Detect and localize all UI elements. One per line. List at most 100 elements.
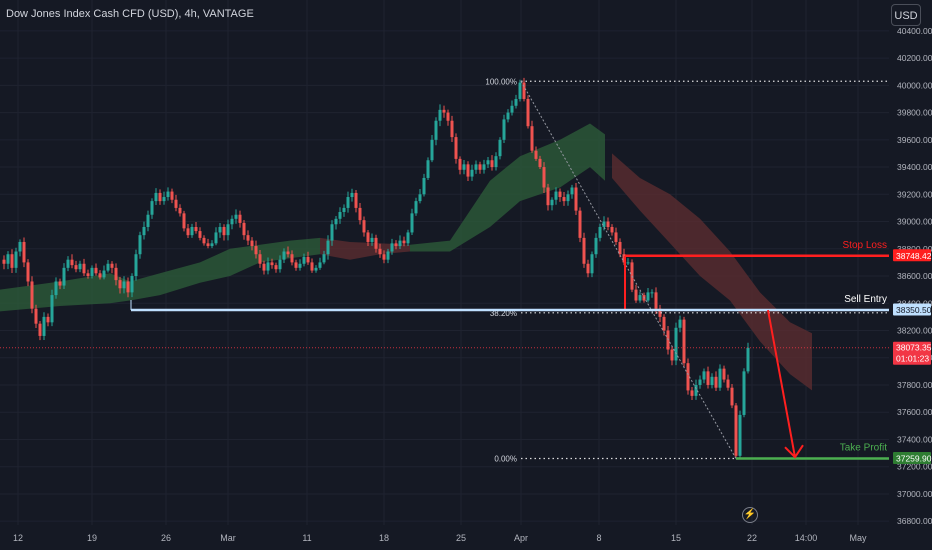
candle-body (490, 160, 494, 168)
candle-body (182, 213, 186, 229)
candle-body (470, 169, 474, 177)
sell-entry-price-badge-text: 38350.50 (896, 305, 932, 315)
candle-body (394, 243, 398, 247)
candle-body (442, 109, 446, 113)
candle-body (190, 226, 194, 236)
candle-body (710, 376, 714, 385)
x-tick-label: 12 (13, 533, 23, 543)
candle-body (698, 379, 702, 385)
candle-body (618, 241, 622, 255)
candle-body (206, 243, 210, 247)
candle-body (398, 240, 402, 247)
candle-body (54, 281, 58, 296)
x-tick-label: 26 (161, 533, 171, 543)
candle-body (34, 308, 38, 324)
candle-body (50, 295, 54, 323)
candle-body (378, 248, 382, 255)
candle-body (58, 281, 62, 286)
candle-body (186, 228, 190, 236)
y-tick-label: 37000.00 (897, 489, 932, 499)
candle-body (446, 112, 450, 121)
candle-body (426, 160, 430, 178)
candle-body (214, 232, 218, 244)
candle-body (466, 164, 470, 177)
y-tick-label: 39200.00 (897, 189, 932, 199)
candle-body (746, 347, 750, 372)
candle-body (290, 254, 294, 263)
current-price-badge (893, 341, 931, 365)
candle-body (142, 226, 146, 236)
candle-body (546, 187, 550, 206)
candle-body (62, 267, 66, 286)
candle-body (678, 319, 682, 328)
candle-body (310, 262, 314, 271)
candle-body (570, 187, 574, 195)
y-tick-label: 37600.00 (897, 407, 932, 417)
candle-body (22, 241, 26, 263)
candle-body (474, 164, 478, 170)
candle-body (358, 207, 362, 221)
x-tick-label: Apr (514, 533, 528, 543)
candle-body (150, 201, 154, 215)
sell-entry-label: Sell Entry (844, 294, 887, 305)
candle-body (742, 371, 746, 415)
candle-body (726, 379, 730, 388)
candle-body (162, 197, 166, 202)
y-tick-label: 36800.00 (897, 516, 932, 526)
candle-body (14, 251, 18, 268)
candle-body (222, 226, 226, 236)
candle-body (574, 187, 578, 211)
fib-level-label: 0.00% (494, 455, 517, 464)
candle-body (106, 263, 110, 271)
fib-level-label: 38.20% (490, 309, 517, 318)
x-tick-label: 15 (671, 533, 681, 543)
candle-body (594, 237, 598, 255)
candle-body (390, 243, 394, 252)
candle-body (18, 241, 22, 252)
y-tick-label: 39600.00 (897, 135, 932, 145)
candle-body (402, 240, 406, 244)
y-tick-label: 39400.00 (897, 162, 932, 172)
candle-body (738, 414, 742, 456)
candle-body (226, 224, 230, 236)
candle-body (254, 246, 258, 255)
candle-body (78, 263, 82, 270)
candle-body (130, 276, 134, 293)
candle-body (218, 226, 222, 233)
y-tick-label: 37800.00 (897, 380, 932, 390)
stop-loss-price-badge-text: 38748.42 (896, 251, 932, 261)
bolt-icon[interactable]: ⚡ (742, 507, 758, 523)
candle-body (338, 212, 342, 219)
candle-body (342, 207, 346, 213)
candle-body (430, 139, 434, 161)
candle-body (718, 368, 722, 388)
sell-entry-price-badge (893, 303, 931, 316)
candle-body (2, 259, 6, 264)
candle-body (370, 237, 374, 242)
ichimoku-cloud-bear (612, 153, 812, 391)
candle-body (306, 256, 310, 263)
fib-trend-line (520, 81, 737, 459)
x-tick-label: 19 (87, 533, 97, 543)
current-price-text: 38073.35 (896, 343, 932, 353)
currency-button[interactable]: USD (891, 4, 921, 26)
candle-body (138, 235, 142, 255)
candle-body (286, 251, 290, 255)
take-profit-price-badge (893, 452, 931, 465)
candle-body (542, 167, 546, 188)
candle-body (534, 150, 538, 159)
candle-body (174, 199, 178, 208)
candle-body (242, 222, 246, 236)
candle-body (702, 371, 706, 380)
candle-body (646, 292, 650, 301)
candle-body (586, 263, 590, 274)
candle-body (606, 221, 610, 227)
ichimoku-cloud-bull (410, 123, 605, 252)
candle-body (590, 254, 594, 274)
candle-body (194, 226, 198, 232)
candle-body (686, 363, 690, 391)
candle-body (110, 263, 114, 268)
candle-body (294, 262, 298, 268)
candle-body (578, 210, 582, 238)
